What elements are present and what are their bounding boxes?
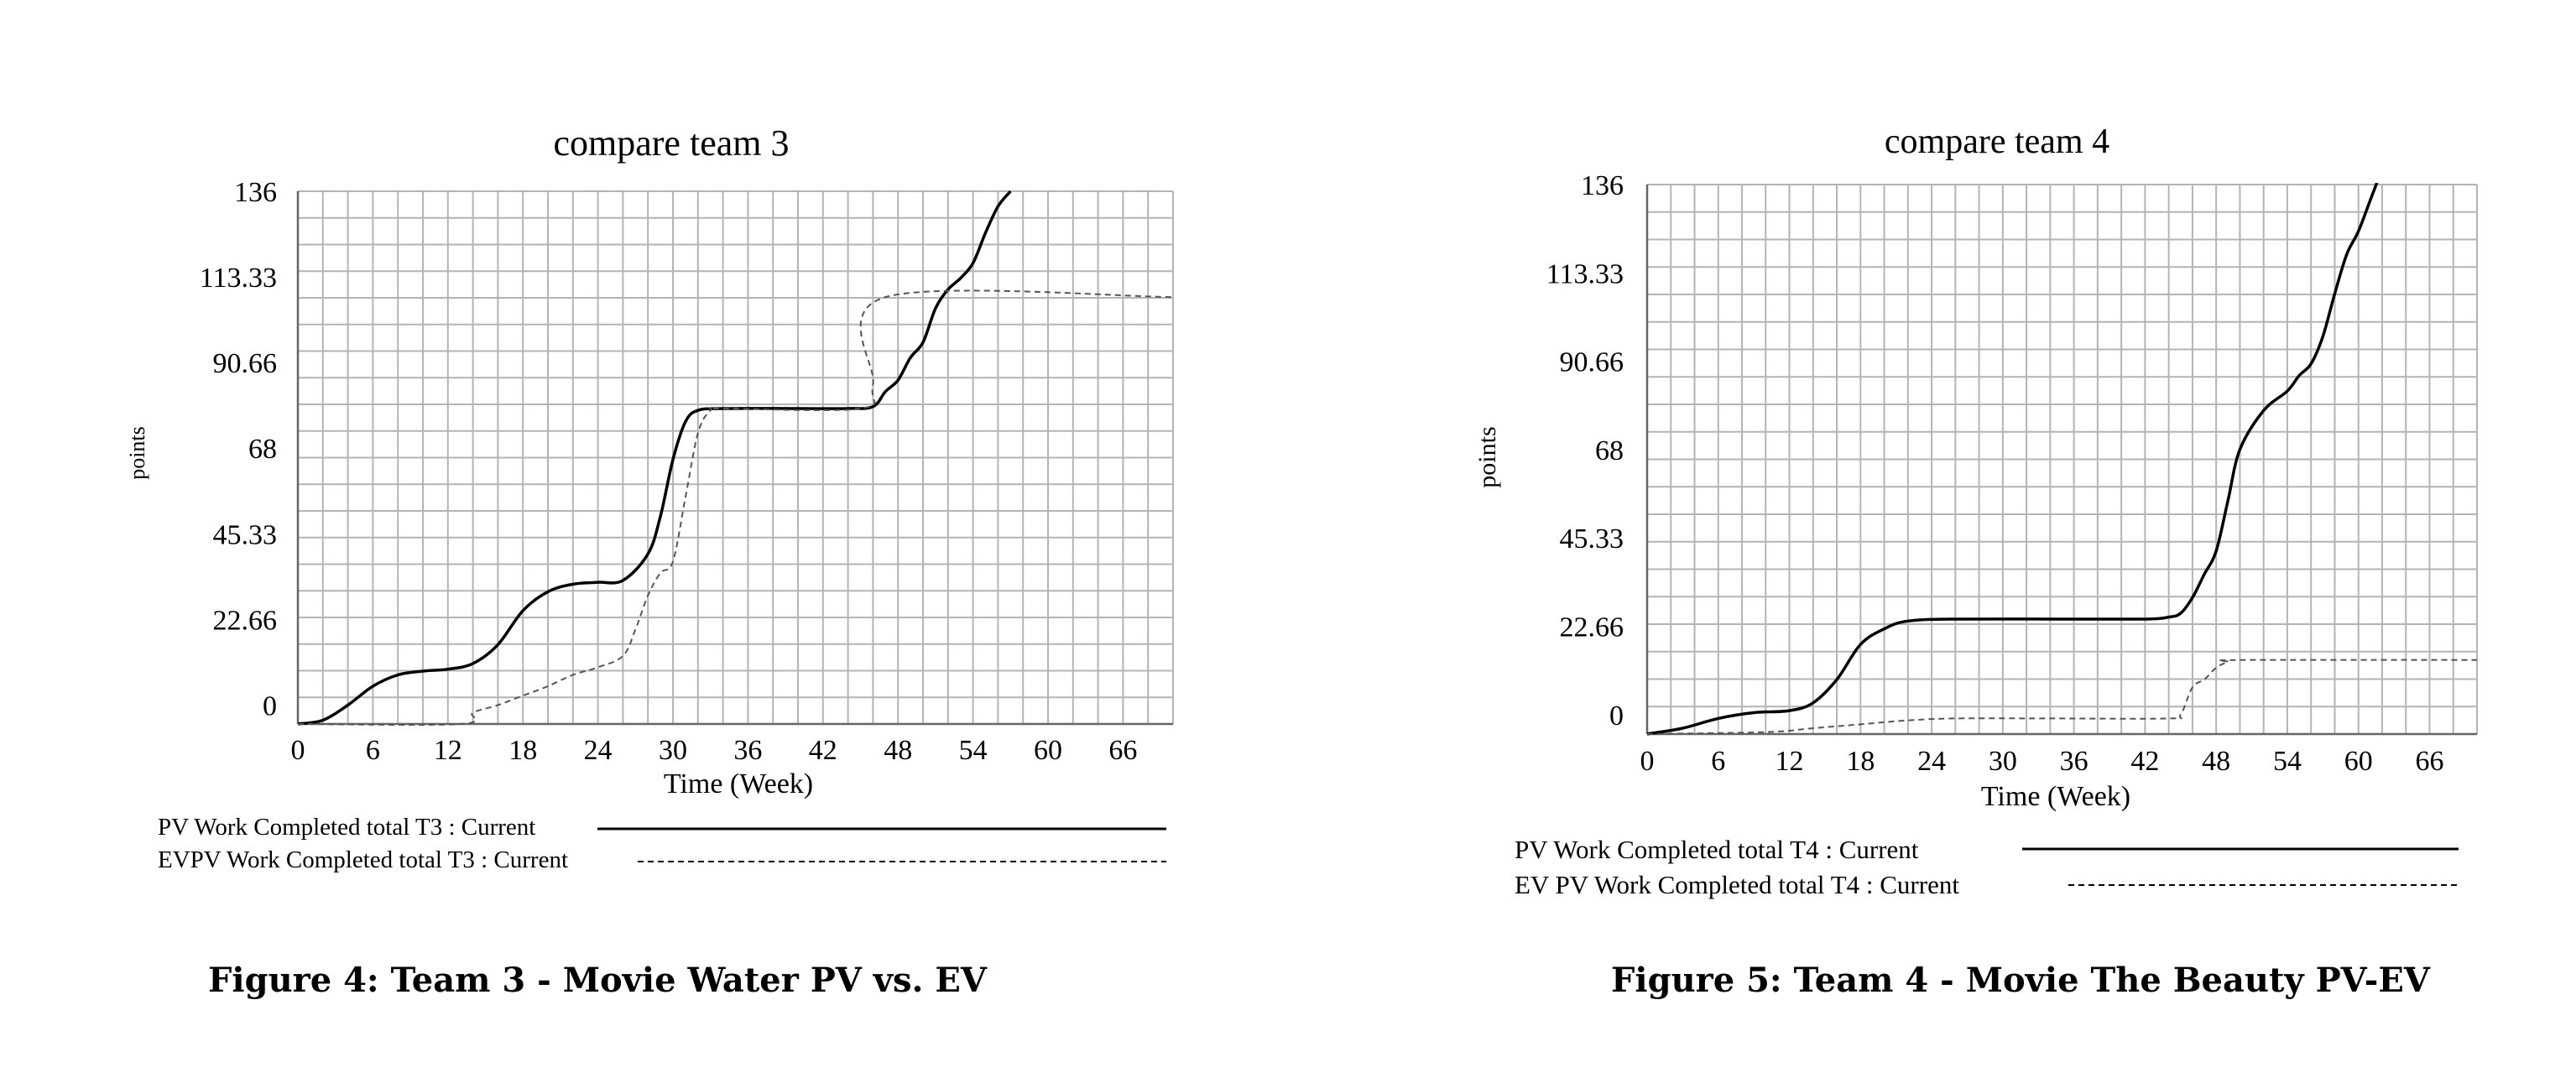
x-tick-label: 60 <box>1034 735 1062 766</box>
x-axis-label: Time (Week) <box>1981 781 2130 812</box>
x-tick-label: 12 <box>434 735 462 766</box>
chart-title: compare team 4 <box>1885 122 2109 161</box>
x-tick-label: 42 <box>809 735 837 766</box>
series-lines <box>1647 183 2477 736</box>
y-tick-label: 0 <box>1609 700 1624 732</box>
x-tick-label: 6 <box>366 735 380 766</box>
x-tick-label: 18 <box>1846 746 1875 777</box>
figure-4-caption: Figure 4: Team 3 - Movie Water PV vs. EV <box>208 961 988 1000</box>
series-lines <box>298 190 1173 726</box>
series-line-ev <box>1647 659 2477 735</box>
x-tick-label: 24 <box>1917 746 1946 777</box>
x-tick-label: 24 <box>584 735 613 766</box>
y-tick-label: 45.33 <box>1560 523 1624 555</box>
y-tick-label: 90.66 <box>213 348 278 379</box>
x-tick-label: 0 <box>291 735 305 766</box>
grid <box>296 190 1174 726</box>
x-tick-labels: 0 6 12 18 24 30 36 42 48 54 60 66 <box>291 735 1138 766</box>
y-tick-label: 22.66 <box>213 605 278 636</box>
x-tick-label: 6 <box>1711 746 1725 777</box>
x-tick-labels: 0 6 12 18 24 30 36 42 48 54 60 66 <box>1640 746 2444 777</box>
legend-label-pv: PV Work Completed total T4 : Current <box>1515 835 1919 864</box>
chart-team-4: compare team 4 0 22.66 45.33 68 90.66 113.33 1… <box>1473 122 2478 899</box>
y-axis-label: points <box>125 426 149 480</box>
legend-label-ev: EV PV Work Completed total T4 : Current <box>1515 870 1959 899</box>
legend-label-pv: PV Work Completed total T3 : Current <box>158 814 535 841</box>
x-tick-label: 30 <box>1989 746 2017 777</box>
legend-label-ev: EVPV Work Completed total T3 : Current <box>158 846 568 873</box>
x-tick-label: 54 <box>2273 746 2302 777</box>
y-tick-labels: 0 22.66 45.33 68 90.66 113.33 136 <box>1546 170 1624 732</box>
x-tick-label: 30 <box>659 735 687 766</box>
series-line-pv <box>298 190 1012 726</box>
x-tick-label: 66 <box>1108 735 1137 766</box>
series-line-ev <box>298 289 1173 726</box>
x-tick-label: 48 <box>2202 746 2230 777</box>
y-tick-label: 136 <box>234 177 277 208</box>
y-tick-label: 68 <box>1595 435 1624 466</box>
x-tick-label: 66 <box>2415 746 2443 777</box>
x-tick-label: 60 <box>2344 746 2373 777</box>
y-tick-labels: 0 22.66 45.33 68 90.66 113.33 136 <box>200 177 277 721</box>
chart-title: compare team 3 <box>554 122 790 164</box>
x-tick-label: 36 <box>733 735 762 766</box>
series-line-pv <box>1647 183 2379 736</box>
x-tick-label: 42 <box>2130 746 2159 777</box>
x-tick-label: 54 <box>959 735 988 766</box>
x-tick-label: 36 <box>2060 746 2088 777</box>
y-tick-label: 45.33 <box>213 519 278 550</box>
y-tick-label: 68 <box>248 434 277 465</box>
y-tick-label: 22.66 <box>1560 612 1624 643</box>
figure-5-caption: Figure 5: Team 4 - Movie The Beauty PV-E… <box>1611 961 2431 1000</box>
y-tick-label: 113.33 <box>200 263 277 294</box>
y-tick-label: 0 <box>263 690 277 721</box>
x-tick-label: 48 <box>884 735 912 766</box>
x-axis-label: Time (Week) <box>664 768 813 799</box>
x-tick-label: 12 <box>1776 746 1804 777</box>
grid <box>1645 184 2478 736</box>
y-axis-label: points <box>1473 426 1501 487</box>
y-tick-label: 136 <box>1581 170 1624 201</box>
y-tick-label: 90.66 <box>1560 347 1624 378</box>
y-tick-label: 113.33 <box>1546 258 1624 289</box>
x-tick-label: 0 <box>1640 746 1655 777</box>
chart-team-3: compare team 3 0 22.66 45.33 68 90.66 113.33 1… <box>125 122 1174 873</box>
x-tick-label: 18 <box>508 735 537 766</box>
